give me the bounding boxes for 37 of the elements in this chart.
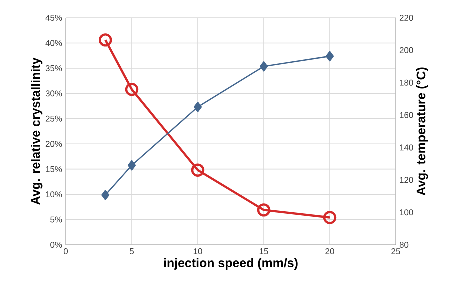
point [102,190,110,200]
y2-tick-label: 120 [400,177,414,184]
y-tick-label: 15% [46,166,62,172]
point [191,164,205,177]
point [99,34,112,47]
x-tick-label: 25 [392,248,400,255]
point [128,160,136,171]
y-tick-label: 5% [50,216,62,223]
y-tick-label: 40% [46,40,62,46]
point [260,61,268,72]
x-axis-title: injection speed (mm/s) [164,258,298,270]
y2-tick-label: 180 [400,80,414,86]
y-tick-label: 45% [46,15,62,21]
point [257,204,271,217]
y2-tick-label: 100 [400,210,414,216]
y-tick-label: 25% [46,116,62,122]
y-tick-label: 10% [46,192,62,198]
y-axis-title: Avg. relative crystallinity [31,58,43,205]
y-tick-label: 30% [46,90,62,97]
point [125,83,139,96]
y2-axis-title: Avg. temperature (°C) [416,68,428,196]
y-tick-label: 0% [50,242,62,248]
y-tick-label: 35% [46,65,62,72]
y-tick-label: 20% [46,141,62,148]
x-tick-label: 20 [326,248,334,255]
y2-tick-label: 80 [400,242,409,248]
point [194,102,202,112]
x-tick-label: 0 [64,248,68,255]
point [323,211,337,224]
x-tick-label: 15 [260,248,268,254]
y2-tick-label: 220 [400,15,414,21]
y2-tick-label: 200 [400,47,414,54]
y2-tick-label: 160 [400,112,414,118]
x-tick-label: 5 [130,248,134,254]
x-tick-label: 10 [194,248,202,255]
point [326,51,334,62]
y2-tick-label: 140 [400,144,414,151]
